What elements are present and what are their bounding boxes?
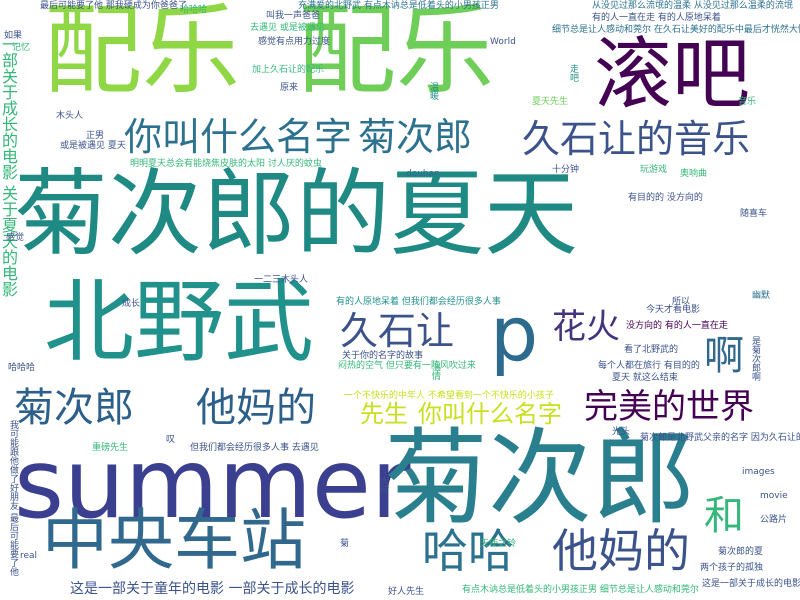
word: 每个人都在旅行 有目的的 bbox=[598, 361, 700, 371]
word: 没方向的 有的人一直在走 bbox=[626, 321, 728, 331]
word: 记忆 bbox=[12, 43, 31, 53]
word: images bbox=[742, 467, 775, 477]
word: 哈哈哈 bbox=[8, 363, 36, 373]
word: 滚吧 bbox=[594, 30, 751, 120]
word: 一个不快乐的中年人 不希望看到一个不快乐的小孩子 bbox=[344, 391, 554, 401]
word: 夏天 就这么结束 bbox=[612, 373, 678, 383]
word: 加上久石让的配乐 bbox=[252, 65, 325, 75]
word: 奥响曲 bbox=[680, 169, 708, 179]
word: 中央车站 bbox=[42, 502, 306, 579]
word: 这是一部关于成长的电影 bbox=[702, 579, 800, 589]
word: 他妈的 bbox=[552, 524, 690, 578]
word: 走吧 bbox=[568, 64, 578, 82]
word: 这是一部关于童年的电影 一部关于成长的电影 bbox=[70, 581, 355, 597]
word: 菊次郎的夏 bbox=[718, 547, 764, 557]
word: 最后可能要了他 那我硬成为你爸爸了 bbox=[40, 1, 187, 11]
word: 温暖 bbox=[428, 82, 438, 100]
word: 十分钟 bbox=[552, 165, 580, 175]
word: 或是被遇见 夏天 bbox=[60, 141, 126, 151]
word: 天使之铃 bbox=[480, 539, 517, 549]
word: 有的人原地呆着 但我们都会经历很多人事 bbox=[336, 297, 501, 307]
word: 夏天先生 bbox=[532, 97, 569, 107]
word: 花火 bbox=[552, 307, 620, 347]
word: 菊次郎 bbox=[358, 115, 473, 159]
word: 去遇见 或是被遇见 bbox=[250, 23, 325, 33]
word: 温情 bbox=[430, 362, 440, 380]
word: 玩游戏 bbox=[640, 165, 668, 175]
word: 菊次郎 bbox=[384, 417, 697, 539]
word: 完美的世界 bbox=[584, 387, 754, 427]
word: 菊 bbox=[340, 539, 350, 549]
word: 北野武 bbox=[44, 270, 314, 375]
word: 从没见过那么流氓的温柔 从没见过那么温柔的流氓 bbox=[592, 1, 793, 11]
word: 但我们都会经历很多人事 去遇见 bbox=[190, 443, 319, 453]
word: 成长 bbox=[122, 299, 141, 309]
word: 大使 bbox=[378, 476, 388, 494]
word: 光头 bbox=[612, 427, 631, 437]
word: 感觉 bbox=[6, 233, 25, 243]
word: 叹 bbox=[166, 435, 176, 445]
word: 啊 bbox=[704, 333, 744, 379]
word: 两个孩子的孤独 bbox=[700, 563, 764, 573]
word: 正男 bbox=[86, 131, 105, 141]
word: 有的人一直在走 有的人原地呆着 bbox=[592, 13, 721, 23]
word: 久石让 bbox=[340, 309, 455, 353]
word: 好人先生 bbox=[388, 587, 425, 597]
word: 菊次郎的夏天 bbox=[14, 160, 579, 269]
word: 你叫什么名字 bbox=[418, 400, 562, 428]
word: 感觉有点用力过度 bbox=[258, 37, 331, 47]
word: 如果 bbox=[4, 31, 23, 41]
word: 一部关于成长的电影 关于夏天的电影 bbox=[0, 36, 18, 298]
word: 我可能跟他做了好朋友 最后可能要了他 bbox=[8, 420, 18, 576]
word: movie bbox=[760, 491, 788, 501]
word: real bbox=[20, 551, 38, 561]
word: summer bbox=[14, 428, 411, 540]
word: 有目的的 没方向的 bbox=[628, 193, 703, 203]
word: World bbox=[490, 37, 516, 47]
word: 哈哈哈 bbox=[180, 5, 208, 15]
word: p bbox=[490, 289, 539, 378]
word: 今天才看电影 bbox=[646, 305, 701, 315]
word: 明明夏天总会有能烧焦皮肤的太阳 讨人厌的蚊虫 bbox=[130, 159, 322, 169]
word: 原来 bbox=[280, 83, 299, 93]
word: 公路片 bbox=[760, 515, 788, 525]
word: 看了北野武的 bbox=[624, 345, 679, 355]
word: 和 bbox=[704, 493, 744, 539]
word: 关于你的名字的故事 bbox=[342, 351, 424, 361]
word: 音乐 bbox=[738, 97, 757, 107]
word: 一二三木头人 bbox=[254, 275, 309, 285]
word: 久石让的音乐 bbox=[522, 117, 751, 161]
word: 幽默 bbox=[752, 291, 771, 301]
word: 哈哈 bbox=[422, 524, 514, 578]
word: 重磅先生 bbox=[92, 443, 129, 453]
word: 叫我一声爸爸 bbox=[266, 11, 321, 21]
word: 菊次郎 bbox=[14, 385, 134, 431]
word: 菊次郎是北野武父亲的名字 因为久石让的 bbox=[640, 433, 800, 443]
word: 所以 bbox=[672, 297, 691, 307]
word: 先生 bbox=[360, 400, 408, 428]
word: 配乐 bbox=[44, 0, 241, 108]
word: 是菊次郎啊 bbox=[750, 336, 760, 381]
word: 随喜车 bbox=[740, 209, 768, 219]
word: 他妈的 bbox=[196, 385, 316, 431]
word: 木头人 bbox=[56, 111, 84, 121]
word: 你叫什么名字 bbox=[124, 115, 353, 159]
word: 细节总是让人感动和莞尔 在久石让美好的配乐中最后才恍然大悟 bbox=[552, 25, 800, 35]
word: 闷热的空气 但只要有一阵风吹过来 bbox=[338, 361, 476, 371]
word: 有点木讷总是低着头的小男孩正男 细节总是让人感动和莞尔 bbox=[462, 585, 699, 595]
word: 配乐 bbox=[298, 0, 495, 108]
word: douban bbox=[406, 169, 440, 179]
word: 充满爱的北野武 有点木讷总是低着头的小男孩正男 bbox=[298, 1, 499, 11]
